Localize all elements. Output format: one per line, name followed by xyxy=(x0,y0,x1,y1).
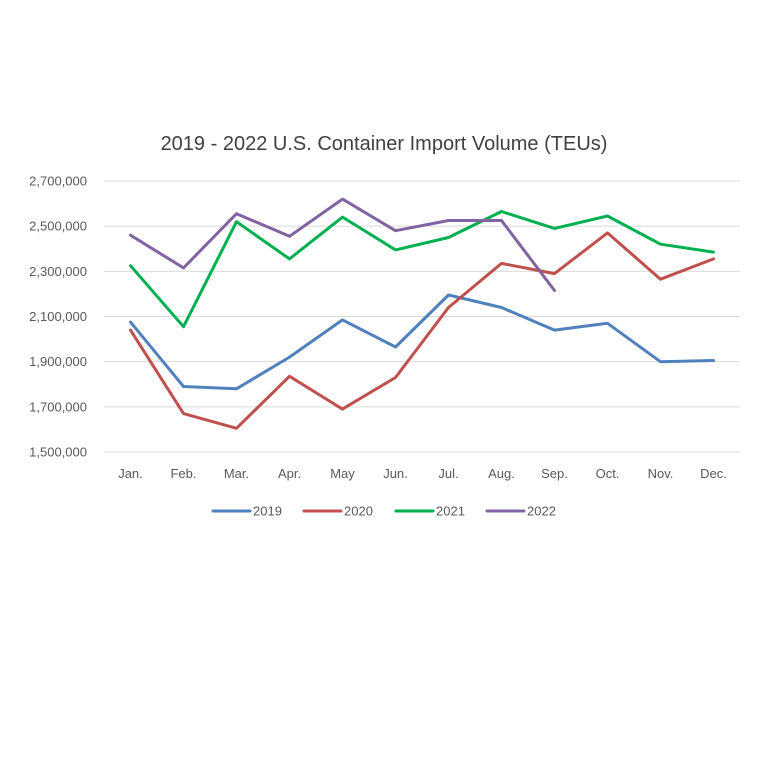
legend-label: 2022 xyxy=(527,504,556,519)
series-lines xyxy=(129,197,715,430)
x-tick-label: Nov. xyxy=(648,466,674,481)
legend-item-2019: 2019 xyxy=(211,504,282,519)
legend-item-2021: 2021 xyxy=(394,504,465,519)
x-tick-label: Feb. xyxy=(170,466,196,481)
legend-item-2020: 2020 xyxy=(302,504,373,519)
y-tick-label: 1,900,000 xyxy=(29,354,87,369)
y-tick-label: 2,100,000 xyxy=(29,309,87,324)
legend-item-2022: 2022 xyxy=(485,504,556,519)
legend-label: 2020 xyxy=(344,504,373,519)
x-axis-tick-labels: Jan. Feb. Mar. Apr. May Jun. Jul. Aug. Sep. Oct. N… xyxy=(118,466,727,481)
chart-title: 2019 - 2022 U.S. Container Import Volume… xyxy=(161,133,608,155)
series-line-2022 xyxy=(129,197,556,292)
x-tick-label: Jun. xyxy=(383,466,408,481)
x-tick-label: Oct. xyxy=(596,466,620,481)
gridlines xyxy=(104,180,740,453)
x-tick-label: Jan. xyxy=(118,466,143,481)
y-tick-label: 1,700,000 xyxy=(29,399,87,414)
y-tick-label: 2,300,000 xyxy=(29,264,87,279)
x-tick-label: Sep. xyxy=(541,466,568,481)
y-tick-label: 2,700,000 xyxy=(29,174,87,189)
x-tick-label: Aug. xyxy=(488,466,515,481)
x-tick-label: May xyxy=(330,466,355,481)
series-line-2021 xyxy=(129,210,715,329)
series-line-2019 xyxy=(129,293,715,391)
x-tick-label: Jul. xyxy=(438,466,458,481)
legend-label: 2019 xyxy=(253,504,282,519)
legend: 2019 2020 2021 2022 xyxy=(211,504,556,519)
x-tick-label: Dec. xyxy=(700,466,727,481)
x-tick-label: Apr. xyxy=(278,466,301,481)
series-line-2020 xyxy=(129,231,715,430)
y-axis-tick-labels: 1,500,000 1,700,000 1,900,000 2,100,000 2,30… xyxy=(29,174,87,460)
y-tick-label: 1,500,000 xyxy=(29,445,87,460)
y-tick-label: 2,500,000 xyxy=(29,219,87,234)
legend-label: 2021 xyxy=(436,504,465,519)
x-tick-label: Mar. xyxy=(224,466,249,481)
